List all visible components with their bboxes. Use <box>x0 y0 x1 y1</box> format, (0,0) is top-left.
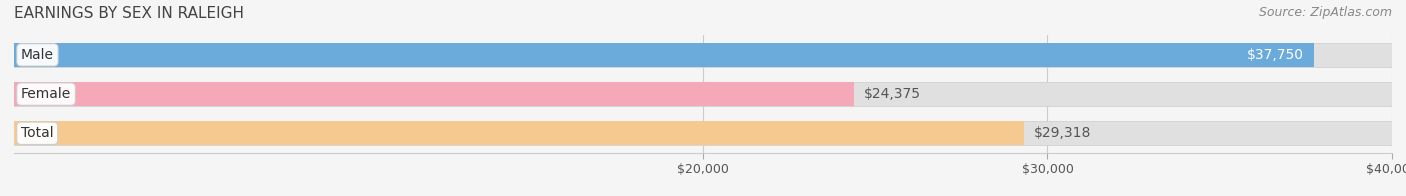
Bar <box>14 121 1392 145</box>
Text: $29,318: $29,318 <box>1035 126 1091 140</box>
Text: $24,375: $24,375 <box>865 87 921 101</box>
Bar <box>14 82 853 106</box>
Bar <box>14 121 1024 145</box>
Bar <box>14 43 1315 67</box>
Text: EARNINGS BY SEX IN RALEIGH: EARNINGS BY SEX IN RALEIGH <box>14 6 245 21</box>
Bar <box>14 43 1392 67</box>
Text: Male: Male <box>21 48 53 62</box>
Text: Total: Total <box>21 126 53 140</box>
Bar <box>14 82 1392 106</box>
Text: Female: Female <box>21 87 72 101</box>
Text: $37,750: $37,750 <box>1247 48 1305 62</box>
Text: Source: ZipAtlas.com: Source: ZipAtlas.com <box>1258 6 1392 19</box>
